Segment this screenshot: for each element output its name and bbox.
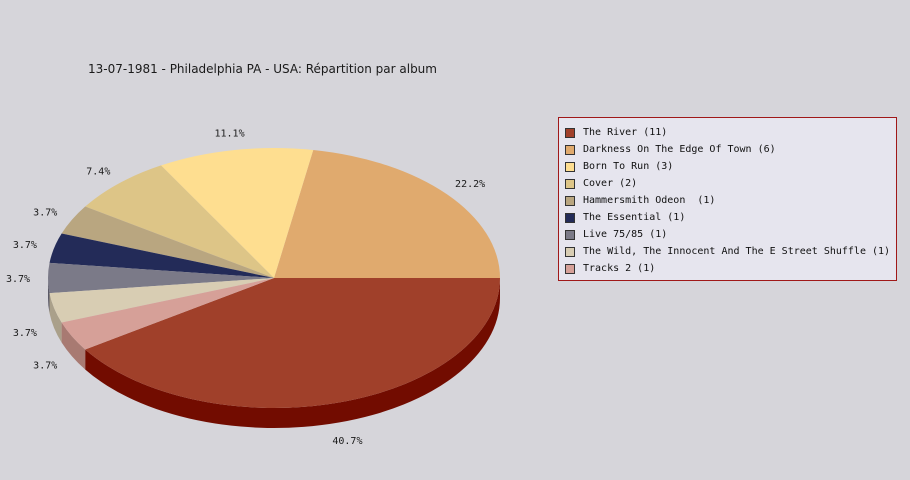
pie-percent-label-4: 3.7% xyxy=(33,208,57,219)
legend-swatch xyxy=(565,229,575,240)
legend-swatch xyxy=(565,161,575,172)
pie-slice-side-0 xyxy=(85,278,501,429)
legend-swatch xyxy=(565,212,575,223)
legend-swatch xyxy=(565,246,575,257)
pie-slice-2 xyxy=(161,147,314,278)
pie-percent-label-5: 3.7% xyxy=(13,240,37,251)
legend-label: Tracks 2 (1) xyxy=(583,263,656,274)
pie-slice-1 xyxy=(274,149,500,278)
legend-item: Born To Run (3) xyxy=(565,158,896,175)
pie-percent-label-2: 11.1% xyxy=(214,128,244,139)
pie-slice-side-7 xyxy=(49,293,62,343)
pie-percent-label-8: 3.7% xyxy=(33,360,57,371)
legend-item: Tracks 2 (1) xyxy=(565,260,896,277)
pie-percent-label-3: 7.4% xyxy=(86,166,110,177)
pie-percent-label-6: 3.7% xyxy=(6,274,30,285)
legend-swatch xyxy=(565,127,575,138)
pie-slice-6 xyxy=(48,262,274,294)
pie-slice-7 xyxy=(49,278,274,323)
legend-item: The Wild, The Innocent And The E Street … xyxy=(565,243,896,260)
legend-item: Cover (2) xyxy=(565,175,896,192)
pie-depth xyxy=(48,278,501,429)
legend-swatch xyxy=(565,263,575,274)
pie-percent-labels: 40.7% 22.2% 11.1% 7.4% 3.7% 3.7% 3.7% 3.7% 3.7% xyxy=(6,128,485,447)
pie-slice-3 xyxy=(85,165,275,278)
pie-percent-label-0: 40.7% xyxy=(332,436,362,447)
legend-label: Hammersmith Odeon (1) xyxy=(583,195,716,206)
legend-item: Hammersmith Odeon (1) xyxy=(565,192,896,209)
legend-item: The Essential (1) xyxy=(565,209,896,226)
legend-item: Darkness On The Edge Of Town (6) xyxy=(565,141,896,158)
pie-slice-side-8 xyxy=(61,322,86,370)
pie-slices xyxy=(48,147,501,409)
legend-label: Darkness On The Edge Of Town (6) xyxy=(583,144,776,155)
legend-item: The River (11) xyxy=(565,124,896,141)
legend-label: The Essential (1) xyxy=(583,212,686,223)
pie-slice-4 xyxy=(61,206,274,278)
legend-swatch xyxy=(565,144,575,155)
legend-label: The Wild, The Innocent And The E Street … xyxy=(583,246,891,257)
pie-slice-0 xyxy=(85,278,501,409)
legend-label: Live 75/85 (1) xyxy=(583,229,668,240)
chart-legend: The River (11) Darkness On The Edge Of To… xyxy=(558,117,897,281)
pie-percent-label-7: 3.7% xyxy=(13,328,37,339)
chart-title: 13-07-1981 - Philadelphia PA - USA: Répa… xyxy=(88,62,437,76)
legend-swatch xyxy=(565,178,575,189)
pie-slice-5 xyxy=(49,233,274,278)
legend-label: Born To Run (3) xyxy=(583,161,674,172)
legend-label: The River (11) xyxy=(583,127,668,138)
legend-swatch xyxy=(565,195,575,206)
pie-slice-side-6 xyxy=(48,278,50,314)
pie-slice-8 xyxy=(61,278,274,350)
legend-item: Live 75/85 (1) xyxy=(565,226,896,243)
legend-label: Cover (2) xyxy=(583,178,638,189)
pie-percent-label-1: 22.2% xyxy=(455,179,485,190)
